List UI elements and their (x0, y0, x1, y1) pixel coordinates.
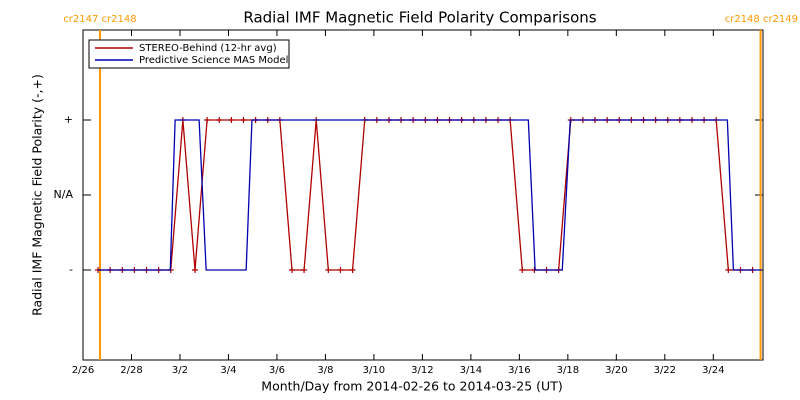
point-marker (192, 267, 198, 273)
legend-label: Predictive Science MAS Model (139, 55, 288, 66)
carrington-label: cr2148 cr2149 (725, 14, 798, 25)
y-tick-label: - (69, 263, 73, 276)
x-tick-label: 3/14 (460, 365, 482, 376)
y-tick-label: N/A (54, 188, 74, 201)
legend-box (88, 39, 290, 69)
x-tick-label: 3/6 (269, 365, 285, 376)
x-tick-label: 2/28 (120, 365, 142, 376)
x-tick-label: 3/8 (317, 365, 333, 376)
point-marker (725, 267, 732, 273)
x-tick-label: 2/26 (72, 365, 94, 376)
point-marker (228, 117, 235, 123)
x-tick-label: 3/22 (654, 365, 676, 376)
chart-title: Radial IMF Magnetic Field Polarity Compa… (243, 9, 596, 27)
point-marker (240, 117, 247, 123)
x-tick-label: 3/2 (172, 365, 188, 376)
point-marker (519, 267, 526, 273)
x-tick-label: 3/24 (702, 365, 724, 376)
point-marker (204, 117, 211, 123)
point-marker (325, 267, 332, 273)
x-tick-label: 3/18 (557, 365, 579, 376)
carrington-label: cr2147 cr2148 (63, 14, 136, 25)
x-tick-label: 3/16 (508, 365, 530, 376)
x-axis-label: Month/Day from 2014-02-26 to 2014-03-25 … (261, 379, 562, 394)
y-tick-label: + (64, 113, 73, 126)
point-marker (216, 117, 223, 123)
legend-label: STEREO-Behind (12-hr avg) (139, 43, 277, 54)
point-marker (349, 267, 356, 273)
x-tick-label: 3/10 (363, 365, 385, 376)
x-tick-label: 3/12 (411, 365, 433, 376)
series-line (98, 119, 762, 271)
point-marker (288, 267, 295, 273)
point-marker (301, 267, 308, 273)
point-marker (337, 267, 344, 273)
y-axis-label: Radial IMF Magnetic Field Polarity (-,+) (30, 74, 45, 316)
x-tick-label: 3/4 (220, 365, 236, 376)
x-tick-label: 3/20 (605, 365, 627, 376)
